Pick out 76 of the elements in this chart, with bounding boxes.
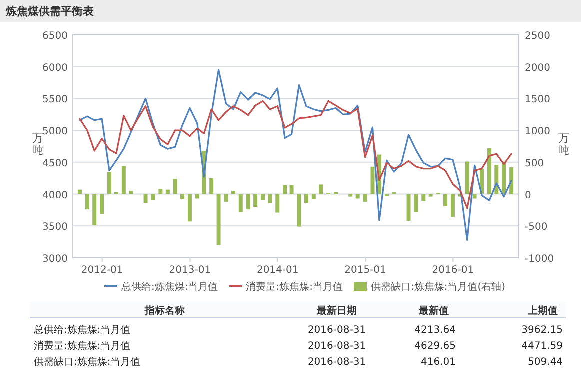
bar xyxy=(450,194,455,218)
bar xyxy=(312,194,316,200)
y-tick-label: 5000 xyxy=(42,126,68,138)
bar xyxy=(414,194,418,212)
bar xyxy=(428,194,433,197)
bar xyxy=(363,194,368,202)
legend-label: 供需缺口:炼焦煤:当月值(右轴) xyxy=(370,281,506,293)
bar xyxy=(108,172,112,194)
bar xyxy=(216,194,221,246)
bar xyxy=(356,194,360,199)
bar xyxy=(444,194,448,206)
bar xyxy=(422,194,426,202)
bar xyxy=(129,191,134,194)
bar xyxy=(166,190,170,194)
bar xyxy=(304,194,308,204)
bar xyxy=(472,194,477,199)
bar xyxy=(100,194,104,214)
bar xyxy=(173,178,178,194)
bar xyxy=(283,185,288,194)
x-tick-label: 2013-01 xyxy=(169,265,212,276)
bar xyxy=(319,184,324,194)
bar xyxy=(260,194,265,200)
y-tick-label: 4000 xyxy=(42,190,68,202)
y-tick-label: 4500 xyxy=(42,158,68,170)
title: 炼焦煤供需平衡表 xyxy=(0,0,581,22)
bar xyxy=(92,194,97,226)
y2-tick-label: 2000 xyxy=(525,62,550,74)
y2-tick-label: 1500 xyxy=(525,94,550,106)
y2-tick-label: 0 xyxy=(525,190,532,202)
bar xyxy=(210,178,214,194)
y2-tick-label: 2500 xyxy=(525,31,550,42)
legend-label: 总供给:炼焦煤:当月值 xyxy=(120,281,218,293)
y2-tick-label: 500 xyxy=(525,158,544,170)
bar xyxy=(195,194,200,199)
y-tick-label: 3000 xyxy=(42,254,68,265)
bar xyxy=(78,190,82,194)
y-tick-label: 5500 xyxy=(42,94,68,106)
bar xyxy=(238,194,243,212)
x-tick-label: 2015-01 xyxy=(344,265,386,276)
table: 指标名称 最新日期 最新值 上期值 总供给:炼焦煤:当月值 2016-08-31 4213.64 3962.15 消费量:炼焦煤:当月值 2016-08-31 4629.65 4471.59 供需缺口:炼焦煤:当月值 2016-08-31 416.01 509.44 xyxy=(30,302,566,368)
bar xyxy=(268,194,272,204)
x-tick-label: 2016-01 xyxy=(432,265,474,276)
bar xyxy=(276,194,280,213)
y2-tick-label: 1000 xyxy=(525,126,550,138)
bar xyxy=(158,189,163,194)
chart-title: 炼焦煤供需平衡表 xyxy=(5,5,95,18)
bar xyxy=(510,168,514,194)
y-tick-label: 3500 xyxy=(42,222,68,234)
line-series xyxy=(79,69,512,241)
bar xyxy=(406,194,411,222)
line-series xyxy=(79,100,512,210)
bar xyxy=(487,148,492,194)
bar xyxy=(254,194,258,208)
bar xyxy=(297,194,302,227)
bar xyxy=(246,194,250,210)
y-tick-label: 6500 xyxy=(42,31,68,42)
bar xyxy=(151,194,156,200)
bar xyxy=(180,194,185,200)
legend-label: 消费量:炼焦煤:当月值 xyxy=(246,281,343,293)
bar xyxy=(85,194,90,210)
bar xyxy=(231,191,236,194)
y-tick-label: 6000 xyxy=(42,62,68,74)
x-tick-label: 2012-01 xyxy=(81,265,124,276)
x-tick-label: 2014-01 xyxy=(256,265,299,276)
bar xyxy=(465,162,470,194)
bar xyxy=(122,166,126,194)
y2-tick-label: -1000 xyxy=(525,254,554,265)
bar xyxy=(224,194,228,202)
bar xyxy=(144,194,148,204)
y2-axis-title: 万吨 xyxy=(558,132,570,157)
bar xyxy=(348,194,353,197)
bar xyxy=(370,166,375,194)
bar xyxy=(290,185,294,194)
y-axis-title: 万吨 xyxy=(32,132,44,157)
bar xyxy=(188,194,192,222)
y2-tick-label: -500 xyxy=(525,222,548,234)
